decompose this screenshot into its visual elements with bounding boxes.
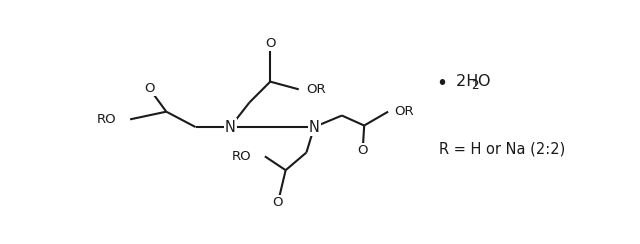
Text: N: N xyxy=(225,120,236,135)
Text: OR: OR xyxy=(307,83,326,96)
Text: O: O xyxy=(265,37,275,50)
Text: R = H or Na (2:2): R = H or Na (2:2) xyxy=(439,141,565,156)
Text: 2: 2 xyxy=(471,79,479,92)
Text: O: O xyxy=(357,144,368,157)
Text: N: N xyxy=(308,120,319,135)
Text: RO: RO xyxy=(232,150,251,163)
Text: O: O xyxy=(144,82,155,95)
Text: OR: OR xyxy=(394,105,414,118)
Text: •: • xyxy=(436,74,447,93)
Text: RO: RO xyxy=(97,113,116,126)
Text: O: O xyxy=(477,74,490,89)
Text: 2H: 2H xyxy=(451,74,479,89)
Text: O: O xyxy=(273,196,283,209)
